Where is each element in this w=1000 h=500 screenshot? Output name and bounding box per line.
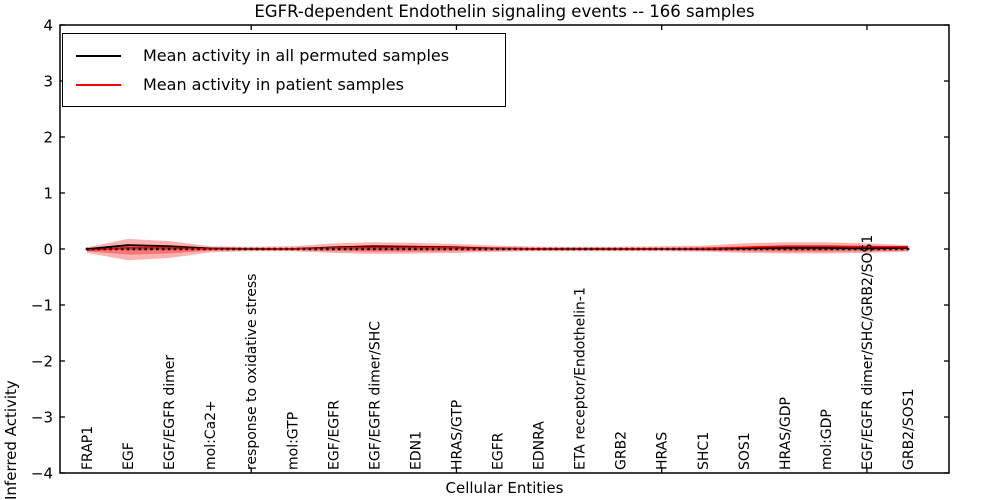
x-category-label: mol:GTP (285, 412, 301, 470)
x-category-label: EGF/EGFR dimer (162, 355, 178, 470)
x-category-label: EGF/EGFR (326, 400, 342, 470)
y-tick-labels: 4 3 2 1 0 −1 −2 −3 −4 (31, 17, 53, 483)
x-category-label: HRAS (655, 432, 671, 470)
permuted-line-sample-icon (76, 54, 121, 57)
y-tick-label: −2 (31, 353, 53, 371)
baseline-markers (85, 247, 910, 251)
x-category-label: GRB2 (614, 431, 630, 470)
patient-line-sample-icon (76, 83, 121, 86)
legend-label-patient: Mean activity in patient samples (143, 75, 404, 94)
legend-label-permuted: Mean activity in all permuted samples (143, 46, 450, 65)
y-tick-label: −1 (31, 297, 53, 315)
x-category-label: GRB2/SOS1 (901, 388, 917, 470)
x-axis-label: Cellular Entities (445, 479, 564, 497)
y-tick-label: 1 (43, 185, 53, 203)
x-category-label: SHC1 (696, 432, 712, 470)
x-category-label: HRAS/GDP (778, 397, 794, 470)
y-tick-label: −3 (31, 409, 53, 427)
x-category-label: mol:Ca2+ (203, 400, 219, 470)
chart-title: EGFR-dependent Endothelin signaling even… (254, 2, 755, 21)
x-category-label: HRAS/GTP (449, 400, 465, 470)
legend-item-permuted: Mean activity in all permuted samples (76, 41, 505, 70)
x-category-labels: FRAP1 EGF EGF/EGFR dimer mol:Ca2+ response t… (80, 235, 917, 470)
x-category-label: SOS1 (737, 432, 753, 470)
y-tick-label: −4 (31, 465, 53, 483)
y-tick-label: 4 (43, 17, 53, 35)
x-category-label: FRAP1 (80, 426, 96, 470)
x-category-label: EGF (121, 442, 137, 470)
x-category-label: ETA receptor/Endothelin-1 (573, 287, 589, 470)
x-category-label: EDNRA (532, 421, 548, 470)
x-category-label: EGFR (491, 432, 507, 470)
y-axis-label: Inferred Activity (2, 380, 20, 500)
y-tick-label: 2 (43, 129, 53, 147)
legend-item-patient: Mean activity in patient samples (76, 70, 505, 99)
x-category-label: EGF/EGFR dimer/SHC/GRB2/SOS1 (860, 235, 876, 470)
x-category-label: mol:GDP (819, 409, 835, 470)
x-category-label: response to oxidative stress (244, 274, 260, 470)
x-category-label: EGF/EGFR dimer/SHC (367, 321, 383, 470)
x-category-label: EDN1 (408, 431, 424, 470)
axis-ticks (60, 24, 949, 474)
y-tick-label: 3 (43, 73, 53, 91)
legend: Mean activity in all permuted samples Me… (62, 33, 506, 107)
y-tick-label: 0 (43, 241, 53, 259)
